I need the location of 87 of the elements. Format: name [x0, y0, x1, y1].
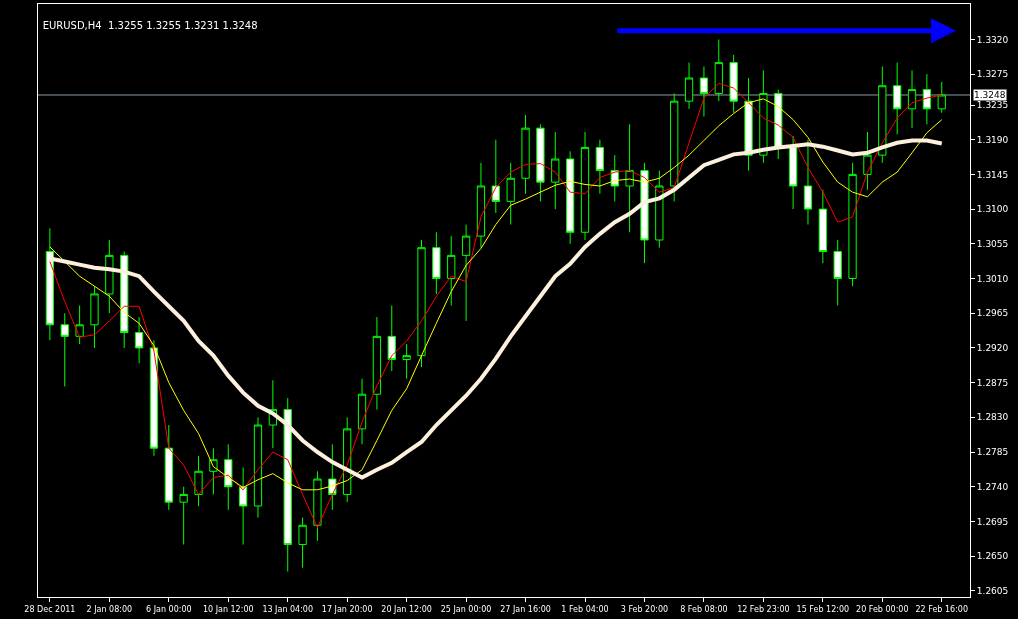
candlestick [506, 162, 515, 226]
y-tick-label: 1.2785 [976, 447, 1009, 458]
x-tick-label: 20 Jan 12:00 [381, 604, 432, 614]
candlestick [937, 81, 946, 114]
y-tick-label: 1.2695 [976, 516, 1009, 527]
candlestick [283, 397, 292, 573]
candlestick [372, 316, 382, 411]
candlestick [491, 139, 500, 214]
candlestick [521, 114, 530, 195]
candlestick [90, 285, 99, 349]
y-tick-label: 1.3190 [976, 134, 1009, 145]
candlestick [447, 235, 456, 307]
x-tick-label: 28 Dec 2011 [24, 604, 76, 614]
x-tick-label: 25 Jan 00:00 [440, 604, 492, 614]
candlestick [551, 131, 560, 210]
text: EURUSD,H4 1.3255 1.3255 1.3231 1.3248 [42, 19, 258, 31]
candlestick [714, 38, 723, 102]
candlestick [45, 227, 55, 341]
x-tick-label: 8 Feb 08:00 [680, 604, 728, 614]
candlestick [774, 89, 783, 160]
candlestick [238, 466, 248, 546]
x-tick-label: 17 Jan 20:00 [321, 604, 373, 614]
y-tick-label: 1.2830 [976, 412, 1009, 423]
candlestick [699, 65, 709, 118]
candlestick [595, 139, 605, 195]
x-tick-label: 10 Jan 12:00 [202, 604, 254, 614]
y-tick-label: 1.2605 [976, 585, 1009, 596]
y-tick-label: 1.3145 [976, 169, 1009, 180]
y-tick-label: 1.3010 [976, 273, 1009, 284]
candlestick [640, 162, 649, 264]
candlestick [253, 416, 263, 519]
x-tick-label: 22 Feb 16:00 [915, 604, 968, 614]
candlestick [194, 455, 203, 507]
candlestick [580, 131, 590, 241]
candlestick [566, 150, 575, 245]
candlestick [179, 486, 188, 546]
candlestick [893, 62, 902, 135]
candlestick [922, 73, 932, 125]
x-tick-label: 1 Feb 04:00 [561, 604, 609, 614]
x-tick-label: 12 Feb 23:00 [737, 604, 790, 614]
y-tick-label: 1.3275 [976, 69, 1009, 80]
candlestick [684, 62, 694, 110]
candlestick [670, 92, 679, 202]
x-tick-label: 27 Jan 16:00 [500, 604, 551, 614]
candlestick [848, 162, 857, 287]
candlestick [863, 131, 872, 191]
candlestick [149, 339, 159, 457]
candlestick [476, 162, 486, 249]
y-tick-label: 1.3055 [976, 238, 1009, 249]
candlestick [402, 343, 411, 380]
candlestick [105, 239, 114, 314]
candlestick [298, 517, 307, 569]
y-tick-label: 1.3320 [976, 34, 1009, 45]
candlestick [120, 251, 129, 349]
x-tick-label: 2 Jan 08:00 [86, 604, 133, 614]
candlestick [833, 239, 842, 307]
candlestick [803, 139, 813, 226]
candlestick [357, 378, 367, 445]
ref-line-label: 1.3248 [974, 90, 1006, 100]
candlestick [729, 54, 738, 114]
x-tick-label: 20 Feb 00:00 [856, 604, 909, 614]
candlestick [432, 231, 441, 295]
y-tick-label: 1.2740 [976, 481, 1009, 492]
candlestick [625, 123, 634, 233]
candlestick [387, 305, 396, 372]
candlestick [461, 224, 471, 322]
y-tick-label: 1.2965 [976, 308, 1009, 319]
y-tick-label: 1.3100 [976, 204, 1009, 215]
x-tick-label: 13 Jan 04:00 [262, 604, 314, 614]
x-tick-label: 6 Jan 00:00 [146, 604, 192, 614]
candlestick [878, 65, 887, 164]
candlestick [536, 123, 545, 202]
y-tick-label: 1.2920 [976, 343, 1009, 354]
candlestick [60, 312, 69, 387]
candlestick [75, 305, 84, 345]
y-tick-label: 1.2650 [976, 551, 1009, 562]
candlestick [313, 470, 322, 542]
x-tick-label: 15 Feb 12:00 [796, 604, 850, 614]
candlestick [224, 443, 233, 511]
candlestick [134, 316, 144, 364]
candlestick [788, 135, 798, 210]
y-tick-label: 1.2875 [976, 377, 1009, 388]
candlestick [417, 239, 426, 368]
candlestick [907, 69, 917, 129]
x-tick-label: 3 Feb 20:00 [620, 604, 669, 614]
candlestick [164, 424, 173, 511]
y-tick-label: 1.3235 [976, 100, 1009, 111]
